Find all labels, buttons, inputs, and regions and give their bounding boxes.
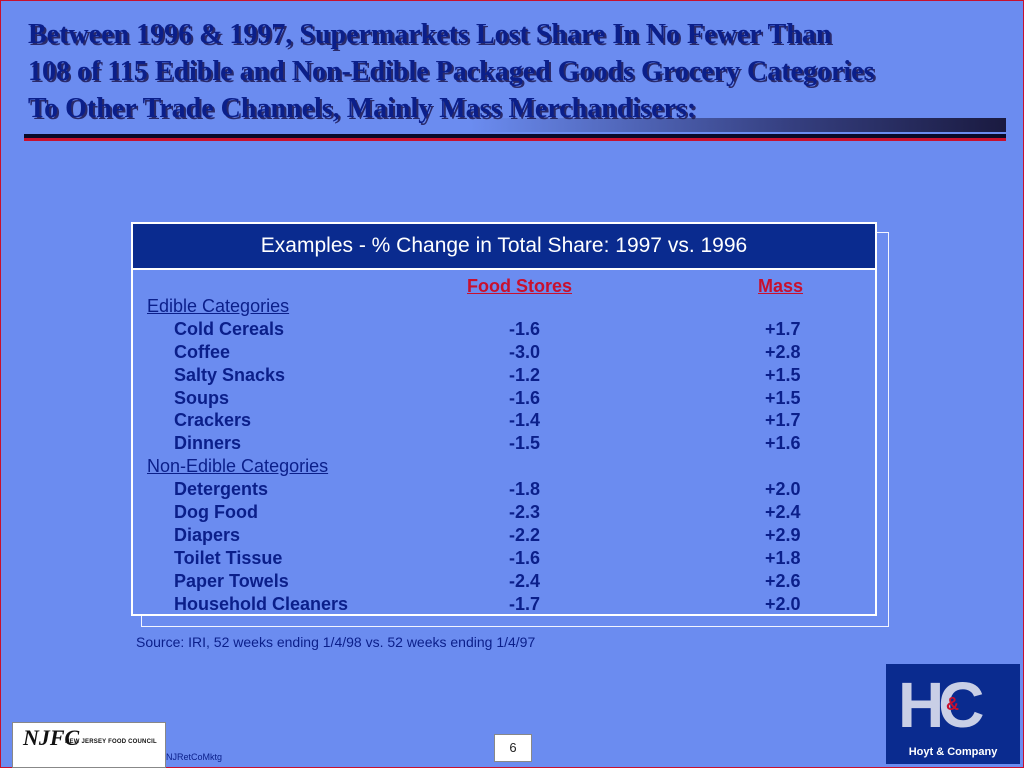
mass-value: +2.6 (765, 570, 801, 591)
section-label: Edible Categories (147, 296, 290, 316)
table-row: Diapers -2.2 +2.9 (133, 525, 875, 548)
hc-name: Hoyt & Company (908, 746, 998, 758)
food-stores-value: -3.0 (509, 341, 541, 362)
njfc-logo: NJFC NEW JERSEY FOOD COUNCIL (12, 722, 166, 768)
table-row: Paper Towels -2.4 +2.6 (133, 571, 875, 594)
hoyt-company-logo: HC & Hoyt & Company (886, 664, 1020, 764)
table-rows: Edible Categories Cold Cereals -1.6 +1.7 Cof… (133, 296, 875, 616)
category-name: Dog Food (174, 502, 258, 523)
food-stores-value: -1.6 (509, 547, 541, 568)
food-stores-value: -1.6 (509, 387, 541, 408)
category-name: Detergents (174, 479, 269, 500)
food-stores-value: -1.6 (509, 318, 541, 339)
slide-title: Between 1996 & 1997, Supermarkets Lost S… (28, 16, 1008, 127)
table-row: Dinners -1.5 +1.6 (133, 433, 875, 456)
category-name: Household Cleaners (174, 593, 349, 614)
mass-value: +1.5 (765, 364, 801, 385)
table-row: Household Cleaners -1.7 +2.0 (133, 594, 875, 617)
food-stores-value: -2.3 (509, 502, 541, 523)
mass-value: +1.7 (765, 410, 801, 431)
table-row: Soups -1.6 +1.5 (133, 388, 875, 411)
title-divider-red (24, 138, 1006, 141)
section-label: Non-Edible Categories (147, 456, 329, 477)
mass-value: +2.0 (765, 593, 801, 614)
table-row: Salty Snacks -1.2 +1.5 (133, 365, 875, 388)
category-name: Soups (174, 387, 230, 408)
table-row: Crackers -1.4 +1.7 (133, 410, 875, 433)
mass-value: +1.6 (765, 433, 801, 454)
mass-value: +1.8 (765, 547, 801, 568)
share-table: Examples - % Change in Total Share: 1997… (131, 222, 877, 616)
category-name: Paper Towels (174, 570, 289, 591)
mass-value: +2.4 (765, 502, 801, 523)
hc-letters: HC (898, 669, 984, 741)
title-line-2: 108 of 115 Edible and Non-Edible Package… (28, 56, 875, 87)
category-name: Diapers (174, 524, 241, 545)
source-note: Source: IRI, 52 weeks ending 1/4/98 vs. … (136, 634, 536, 650)
category-name: Cold Cereals (174, 318, 285, 339)
mass-value: +1.7 (765, 318, 801, 339)
column-food-stores: Food Stores (467, 276, 573, 296)
food-stores-value: -1.8 (509, 479, 541, 500)
title-divider-dark (24, 134, 1006, 138)
table-row: Coffee -3.0 +2.8 (133, 342, 875, 365)
table-row: Detergents -1.8 +2.0 (133, 479, 875, 502)
section-row: Non-Edible Categories (133, 456, 875, 479)
table-row: Cold Cereals -1.6 +1.7 (133, 319, 875, 342)
table-row: Toilet Tissue -1.6 +1.8 (133, 548, 875, 571)
section-row: Edible Categories (133, 296, 875, 319)
table-row: Dog Food -2.3 +2.4 (133, 502, 875, 525)
food-stores-value: -1.5 (509, 433, 541, 454)
food-stores-value: -1.4 (509, 410, 541, 431)
food-stores-value: -2.2 (509, 524, 541, 545)
category-name: Crackers (174, 410, 252, 431)
mass-value: +2.0 (765, 479, 801, 500)
mass-value: +2.9 (765, 524, 801, 545)
title-shadow-rule (470, 118, 1006, 132)
mass-value: +1.5 (765, 387, 801, 408)
hc-ampersand: & (946, 694, 959, 714)
table-header: Examples - % Change in Total Share: 1997… (133, 224, 875, 270)
column-mass: Mass (758, 276, 804, 296)
page-number: 6 (494, 734, 532, 762)
footer-code: NJRetCoMktg (166, 752, 223, 762)
njfc-mark: NJFC (23, 725, 80, 750)
food-stores-value: -1.7 (509, 593, 541, 614)
food-stores-value: -2.4 (509, 570, 541, 591)
column-headers: Food Stores Mass (133, 276, 875, 298)
category-name: Toilet Tissue (174, 547, 283, 568)
njfc-name: NEW JERSEY FOOD COUNCIL (65, 739, 157, 745)
category-name: Salty Snacks (174, 364, 286, 385)
food-stores-value: -1.2 (509, 364, 541, 385)
mass-value: +2.8 (765, 341, 801, 362)
category-name: Dinners (174, 433, 242, 454)
title-line-1: Between 1996 & 1997, Supermarkets Lost S… (28, 19, 832, 50)
category-name: Coffee (174, 341, 231, 362)
